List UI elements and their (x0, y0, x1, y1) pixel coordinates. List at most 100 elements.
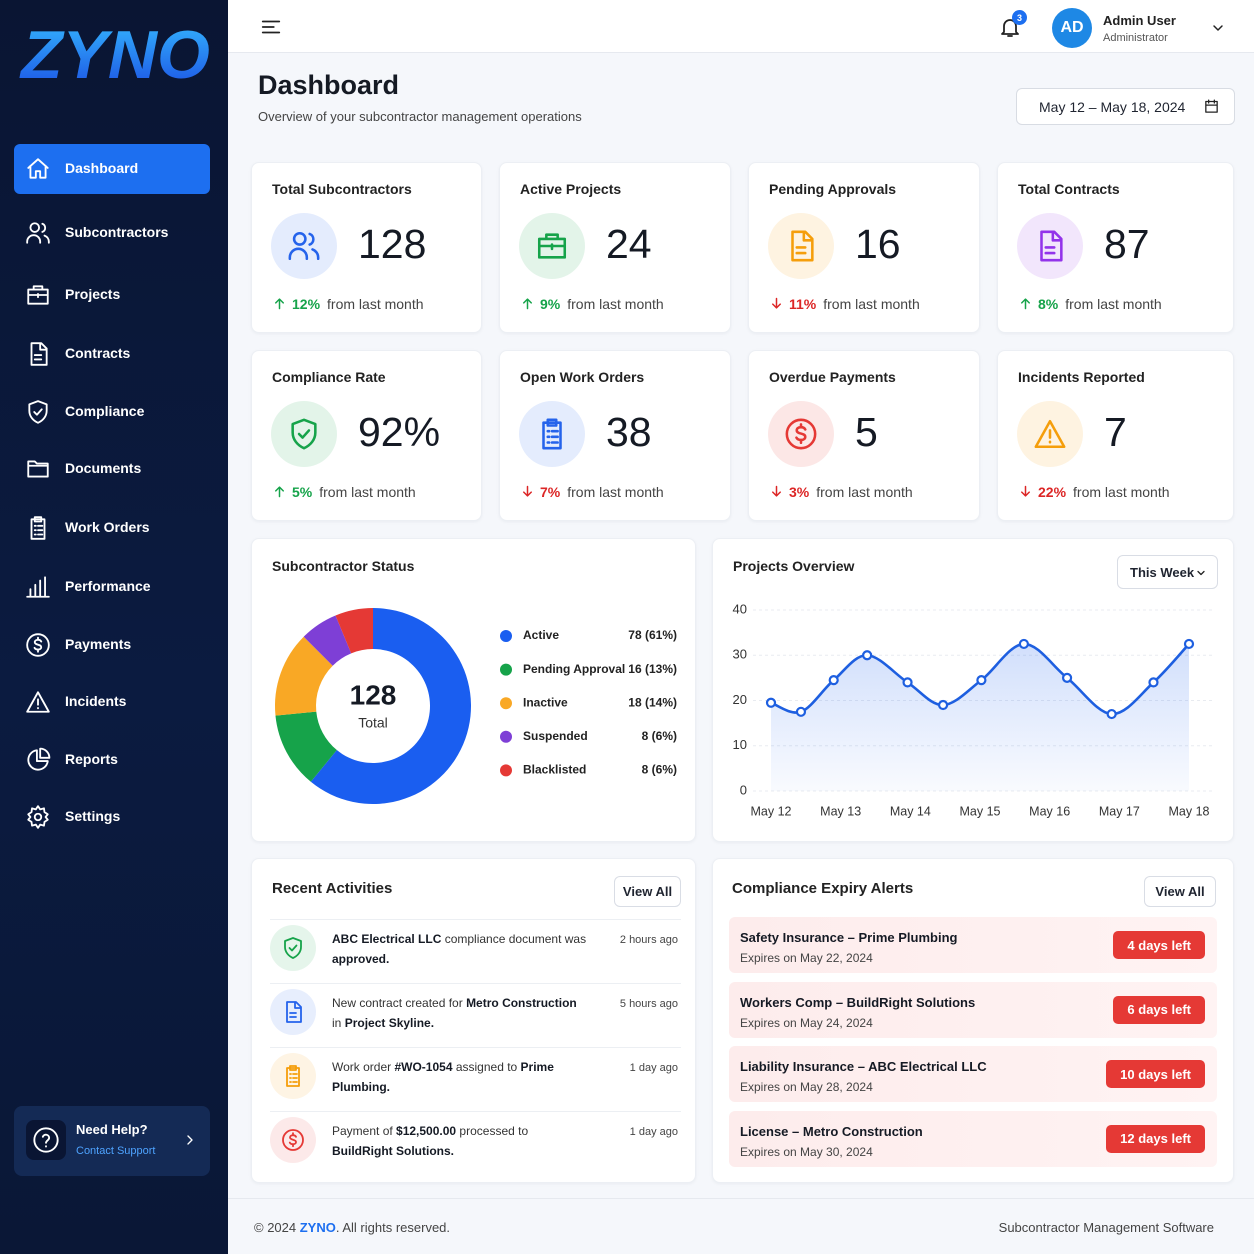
activity-text-part: #WO-1054 (394, 1060, 453, 1074)
nav-item[interactable]: Reports (14, 735, 210, 785)
chart-title: Projects Overview (733, 558, 855, 574)
change-suffix: from last month (327, 296, 424, 312)
activity-icon-bg (270, 989, 316, 1035)
user-role: Administrator (1103, 32, 1168, 44)
icon-path (523, 298, 532, 310)
help-box[interactable]: Need Help? Contact Support (14, 1106, 210, 1176)
stat-label: Incidents Reported (1018, 369, 1145, 385)
y-tick-label: 20 (733, 692, 747, 707)
icon-path (27, 747, 51, 771)
nav-label: Compliance (65, 403, 145, 419)
nav-label: Work Orders (65, 519, 150, 535)
icon-path (291, 418, 317, 450)
stat-change: 3% from last month (789, 484, 913, 500)
help-title: Need Help? (76, 1122, 148, 1137)
legend-label: Blacklisted (523, 763, 586, 777)
date-range-text: May 12 – May 18, 2024 (1039, 99, 1186, 115)
legend-label: Active (523, 628, 559, 642)
icon-path (542, 418, 562, 450)
nav-label: Performance (65, 578, 151, 594)
icon-path (27, 158, 49, 179)
nav-item[interactable]: Performance (14, 562, 210, 612)
icon-path (791, 230, 814, 262)
footer-right: Subcontractor Management Software (998, 1220, 1214, 1235)
nav-item[interactable]: Compliance (14, 387, 210, 437)
legend-dot (500, 630, 512, 642)
stat-change: 5% from last month (292, 484, 416, 500)
nav-item[interactable]: Settings (14, 792, 210, 842)
nav-item[interactable]: Contracts (14, 329, 210, 379)
nav-item[interactable]: Incidents (14, 677, 210, 727)
nav-label: Settings (65, 808, 121, 824)
activity-text-part: Prime Plumbing. (332, 1060, 554, 1094)
card-title: Compliance Expiry Alerts (732, 880, 914, 897)
alerts-card: Compliance Expiry Alerts View All Safety I… (712, 858, 1234, 1183)
alert-badge: 10 days left (1106, 1060, 1205, 1088)
icon (772, 485, 781, 497)
stat-value: 128 (358, 221, 427, 267)
nav-item[interactable]: Documents (14, 444, 210, 494)
activity-text-part: $12,500.00 (396, 1124, 457, 1138)
stat-card: Pending Approvals 16 11% from last month (748, 162, 980, 333)
icon-path (284, 937, 302, 959)
line-chart: 0 10 20 30 40 May 12 May 13 May 14 May 15 May 16 M… (733, 601, 1213, 818)
stat-label: Pending Approvals (769, 181, 897, 197)
footer-line (228, 1198, 1254, 1199)
y-tick-label: 10 (733, 737, 747, 752)
user-name: Admin User (1103, 13, 1176, 28)
alert-badge: 4 days left (1113, 931, 1205, 959)
stat-value: 38 (606, 409, 652, 455)
icon (26, 633, 50, 657)
nav-label: Subcontractors (65, 224, 169, 240)
stat-value: 92% (358, 409, 441, 455)
period-select[interactable]: This Week (1117, 555, 1218, 589)
legend-value: 8 (6%) (642, 763, 677, 777)
status-card: Subcontractor Status 128 Total Active 78 (61… (251, 538, 696, 842)
logo: ZYNO (19, 17, 210, 93)
nav-item[interactable]: Work Orders (14, 503, 210, 553)
view-all-button[interactable]: View All (1144, 876, 1216, 907)
stat-change: 8% from last month (1038, 296, 1162, 312)
activity-text-part: New contract created for (332, 996, 467, 1010)
nav-label: Reports (65, 751, 118, 767)
icon (1205, 99, 1218, 113)
legend-value: 78 (61%) (628, 628, 677, 642)
activity-text-part: Project Skyline. (344, 1016, 435, 1030)
change-suffix: from last month (319, 484, 416, 500)
icon (286, 1001, 302, 1023)
nav-item[interactable]: Subcontractors (14, 208, 210, 258)
icon (288, 231, 320, 261)
footer-left: © 2024 ZYNO. All rights reserved. (254, 1220, 450, 1235)
date-range[interactable]: May 12 – May 18, 2024 (1016, 88, 1235, 125)
period-text: This Week (1130, 564, 1195, 580)
icon (785, 418, 817, 450)
alert-expires: Expires on May 28, 2024 (740, 1080, 873, 1094)
icon-path (286, 1001, 302, 1023)
icon (30, 342, 48, 366)
stat-change: 11% from last month (789, 296, 920, 312)
icon (537, 233, 567, 259)
change-value: 3% (789, 484, 810, 500)
nav-item[interactable]: Projects (14, 270, 210, 320)
chart-title: Subcontractor Status (272, 558, 415, 574)
nav-label: Payments (65, 636, 132, 652)
icon (27, 158, 49, 179)
x-tick-label: May 15 (960, 804, 1001, 818)
nav-item[interactable]: Payments (14, 620, 210, 670)
activity-text-part: Payment of (332, 1124, 397, 1138)
user-menu[interactable]: AD Admin User Administrator (1050, 6, 1230, 48)
nav-label: Incidents (65, 693, 127, 709)
icon-path (772, 297, 781, 309)
activity-text-part: BuildRight Solutions. (332, 1144, 454, 1158)
view-all-button[interactable]: View All (614, 876, 681, 907)
stat-card: Total Subcontractors 128 12% from last mont… (251, 162, 482, 333)
separator (270, 919, 681, 920)
stat-card: Overdue Payments 5 3% from last month (748, 350, 980, 521)
notification-button[interactable]: 3 (996, 10, 1027, 42)
change-value: 9% (540, 296, 561, 312)
alert-badge: 6 days left (1113, 995, 1205, 1024)
stat-value: 87 (1104, 221, 1150, 267)
icon-path (261, 20, 281, 34)
nav-item[interactable]: Dashboard (14, 144, 210, 194)
activity-text-part: Metro Construction (466, 996, 577, 1010)
